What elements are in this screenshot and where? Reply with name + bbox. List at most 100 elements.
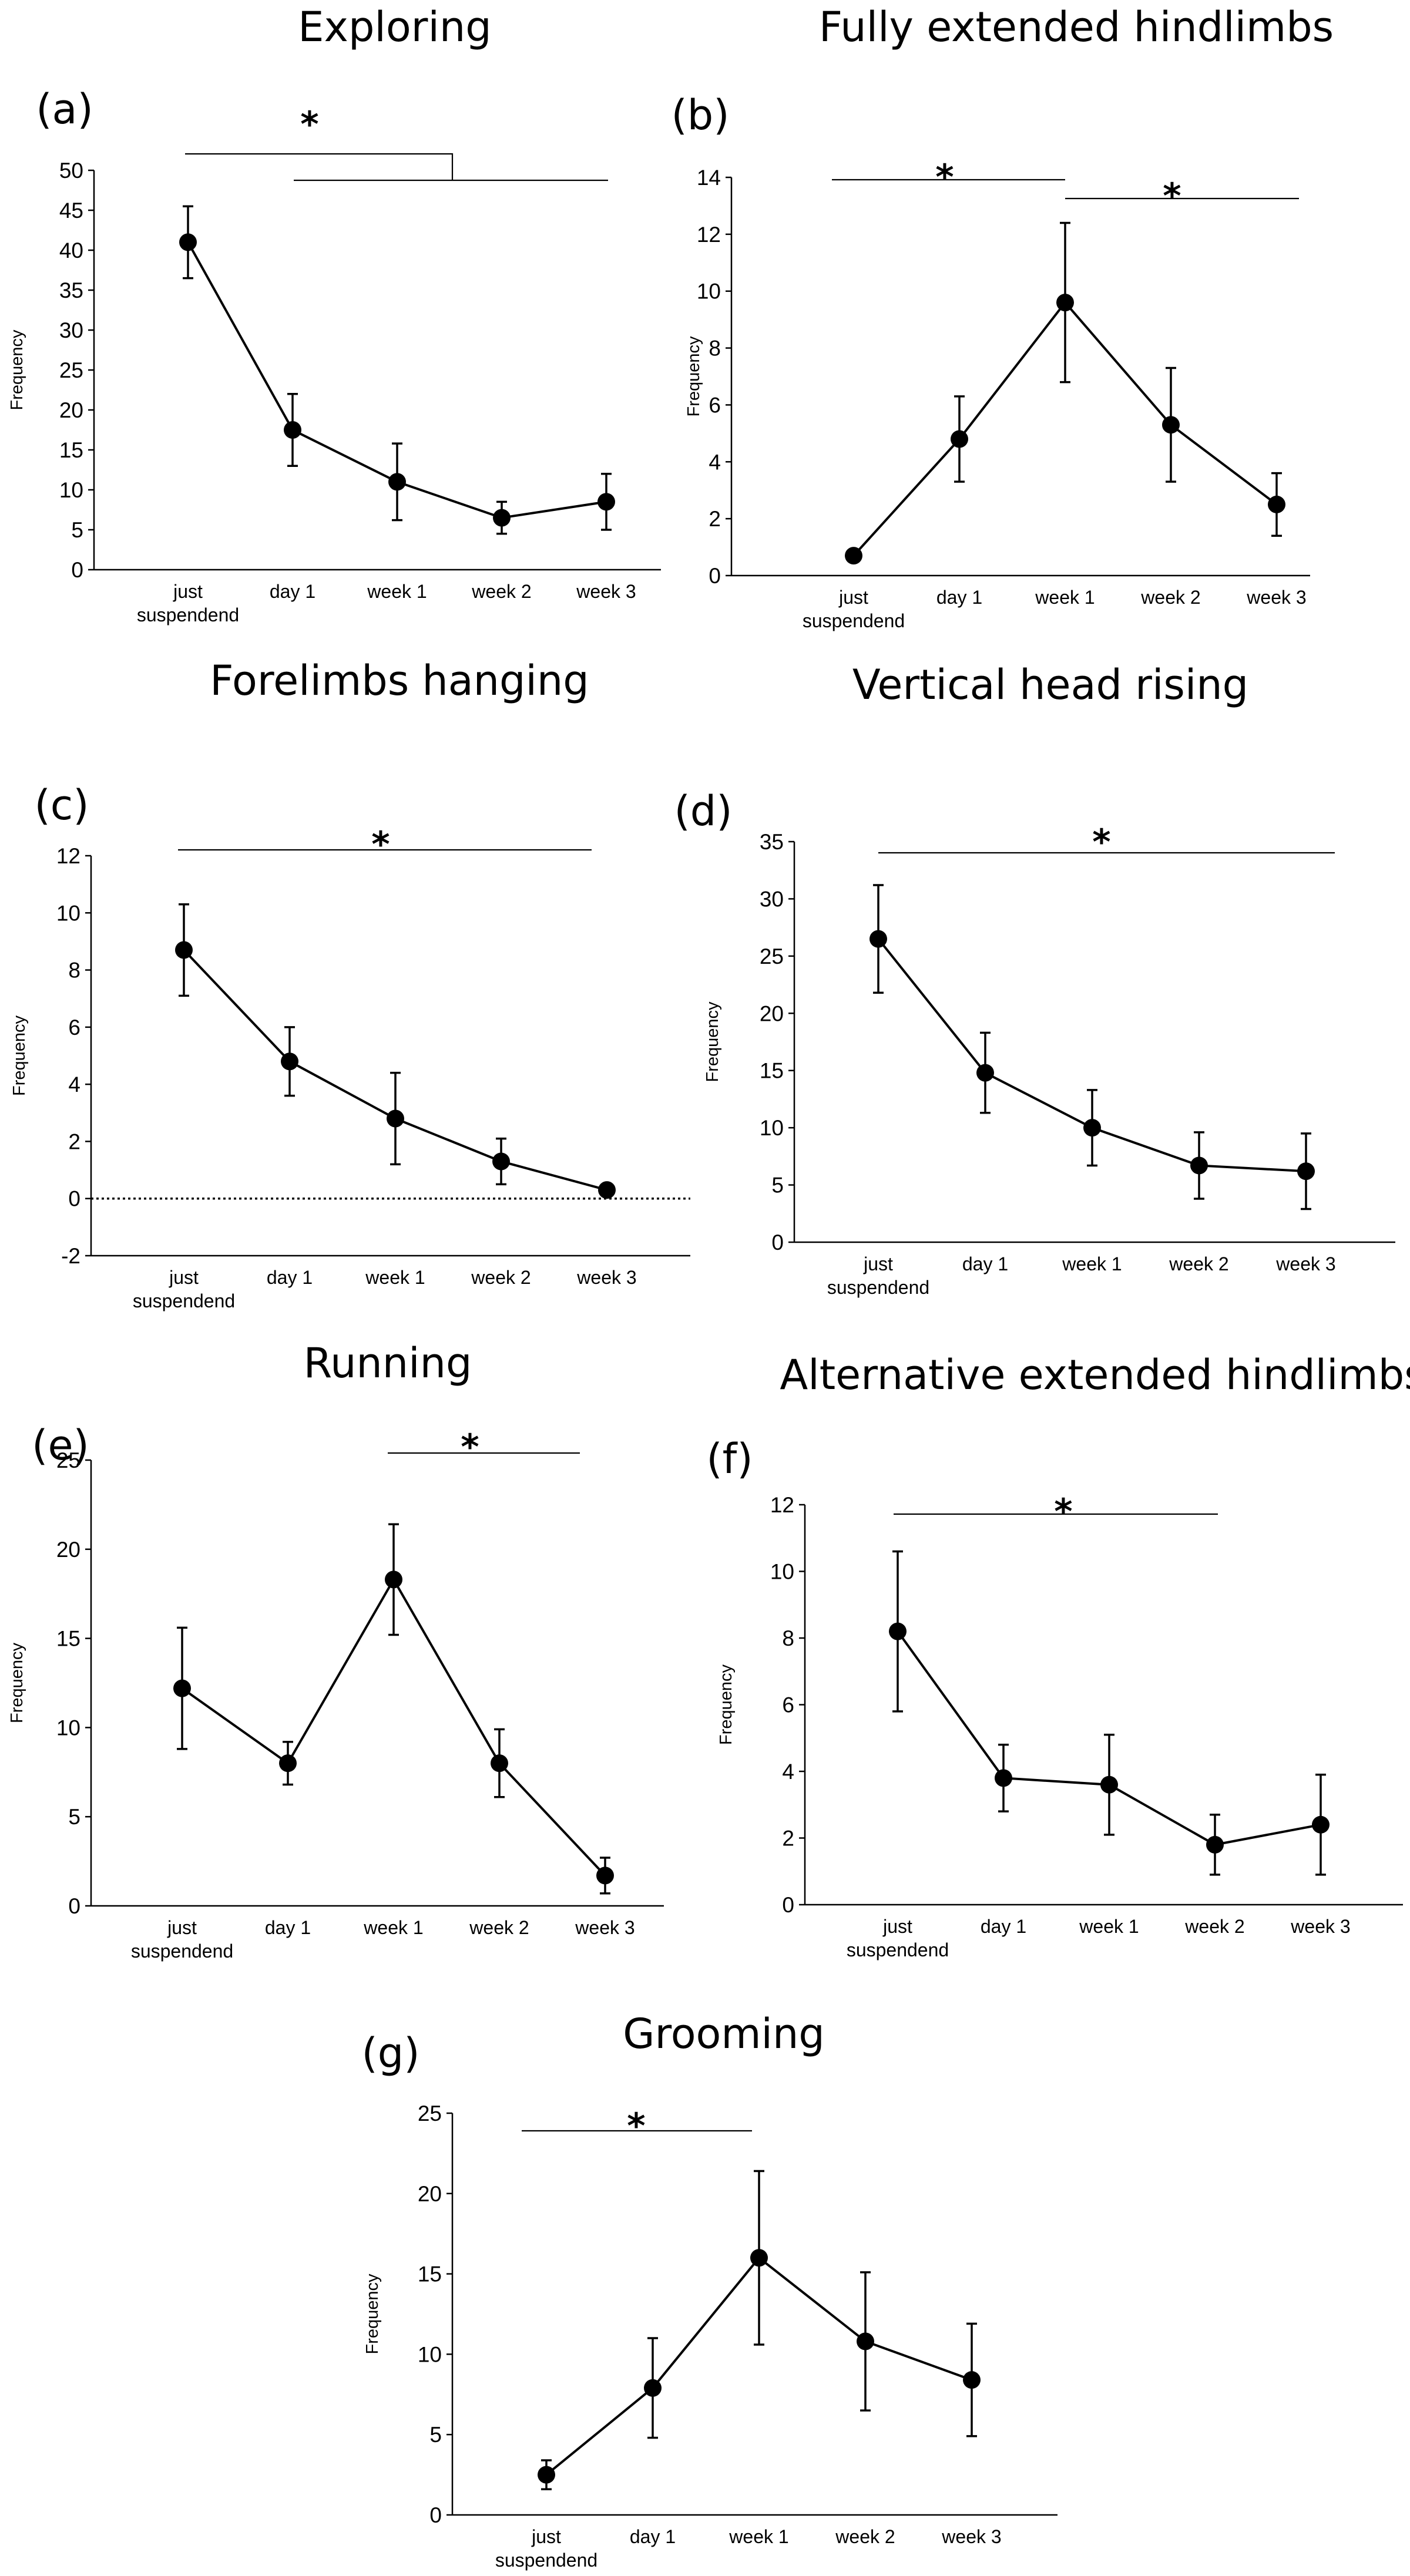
x-tick-label-line: day 1	[267, 1267, 313, 1288]
y-tick-label: 4	[782, 1760, 794, 1784]
y-tick-label: 2	[782, 1827, 794, 1851]
y-tick-label: 40	[59, 238, 83, 263]
y-tick-label: 30	[760, 887, 784, 911]
x-tick-label-line: day 1	[630, 2526, 676, 2547]
significance-star: *	[627, 2106, 645, 2147]
x-tick-label-line: week 3	[1275, 1253, 1335, 1274]
y-tick-label: 8	[68, 959, 80, 983]
chart-title: Running	[304, 1339, 472, 1387]
x-tick-label: just suspendend	[131, 1917, 233, 1962]
panel-a: Exploring (a) 0 5 10 15 20 25 30 35 40 45 50 just susp…	[8, 3, 661, 625]
y-tick-label: 12	[697, 223, 721, 247]
y-tick-label: 0	[782, 1893, 794, 1917]
x-tick-label: day 1	[962, 1253, 1008, 1274]
panel-b: Fully extended hindlimbs (b) 0 2 4 6 8 10 12 14 ju…	[671, 3, 1334, 631]
y-tick-label: 0	[771, 1230, 784, 1255]
x-tick-label-line: just	[173, 581, 203, 602]
y-tick-label: 5	[68, 1805, 80, 1829]
y-tick-label: 30	[59, 318, 83, 342]
x-tick-label: just suspendend	[847, 1916, 949, 1960]
x-tick-label: just suspendend	[137, 581, 239, 625]
y-tick-label: 6	[782, 1693, 794, 1717]
x-tick-label: week 3	[575, 1917, 634, 1938]
panel-label: (f)	[706, 1435, 753, 1483]
x-tick-label: week 3	[1275, 1253, 1335, 1274]
x-tick-label-line: just	[531, 2526, 561, 2547]
y-tick-label: 25	[59, 358, 83, 382]
x-tick-label: week 3	[1246, 587, 1306, 608]
chart-title: Alternative extended hindlimbs	[780, 1351, 1410, 1399]
x-tick-label-line: week 1	[1079, 1916, 1139, 1937]
x-tick-label-line: week 2	[469, 1917, 529, 1938]
x-tick-label-line: suspendend	[827, 1277, 929, 1298]
x-tick-label-line: suspendend	[803, 610, 905, 631]
significance-star: *	[1163, 176, 1181, 217]
data-point	[1312, 1815, 1330, 1834]
significance-star: *	[1054, 1491, 1072, 1532]
y-axis-label: Frequency	[684, 336, 703, 417]
x-tick-label-line: week 1	[363, 1917, 423, 1938]
y-axis-label: Frequency	[703, 1001, 722, 1082]
panel-e: Running (e) 0 5 10 15 20 25 just suspendend day 1 w…	[8, 1339, 664, 1962]
panel-label: (c)	[34, 781, 89, 829]
y-axis-label: Frequency	[363, 2274, 382, 2355]
data-point	[279, 1754, 297, 1773]
data-point	[870, 930, 887, 948]
x-tick-label: week 2	[835, 2526, 895, 2547]
y-tick-label: 0	[709, 564, 721, 588]
x-tick-label: week 1	[1035, 587, 1095, 608]
y-axis-label: Frequency	[8, 1642, 26, 1723]
data-point	[597, 493, 615, 511]
x-tick-label: day 1	[936, 587, 982, 608]
chart-title: Forelimbs hanging	[210, 657, 589, 705]
data-point	[963, 2371, 981, 2389]
y-tick-label: 10	[770, 1560, 794, 1584]
y-tick-label: 35	[59, 278, 83, 302]
panel-g: Grooming (g) 0 5 10 15 20 25 just suspendend day 1…	[361, 2010, 1058, 2571]
panel-label: (d)	[674, 787, 732, 835]
x-tick-label-line: week 2	[1140, 587, 1200, 608]
panel-label: (e)	[32, 1421, 89, 1469]
data-point	[889, 1622, 907, 1640]
x-tick-label-line: just	[863, 1253, 893, 1274]
x-tick-label-line: suspendend	[847, 1939, 949, 1960]
x-tick-label-line: week 1	[365, 1267, 425, 1288]
x-tick-label: just suspendend	[827, 1253, 929, 1298]
y-tick-label: 15	[760, 1059, 784, 1083]
x-tick-label-line: week 2	[835, 2526, 895, 2547]
x-tick-label-line: week 2	[471, 1267, 531, 1288]
data-point	[857, 2332, 874, 2350]
x-tick-label-line: week 2	[1169, 1253, 1228, 1274]
x-tick-label-line: just	[882, 1916, 912, 1937]
y-tick-label: 45	[59, 199, 83, 223]
x-tick-label-line: week 3	[1246, 587, 1306, 608]
data-point	[951, 430, 968, 448]
x-tick-label-line: week 1	[367, 581, 427, 602]
y-axis-label: Frequency	[10, 1015, 29, 1096]
x-tick-label: week 2	[1169, 1253, 1228, 1274]
x-tick-label-line: suspendend	[137, 604, 239, 625]
x-tick-label-line: week 3	[576, 1267, 636, 1288]
x-tick-label: week 2	[1184, 1916, 1244, 1937]
data-point	[493, 509, 511, 527]
significance-star: *	[461, 1427, 479, 1468]
y-tick-label: 5	[429, 2423, 442, 2447]
data-point	[845, 547, 862, 565]
data-point	[598, 1181, 616, 1199]
y-tick-label: 10	[418, 2342, 442, 2366]
data-point	[1268, 495, 1285, 513]
chart-title: Fully extended hindlimbs	[819, 3, 1334, 51]
data-point	[387, 1109, 404, 1128]
data-point	[388, 473, 406, 491]
y-tick-label: 8	[709, 337, 721, 361]
y-tick-label: 10	[56, 1716, 80, 1740]
y-tick-label: 10	[59, 478, 83, 502]
y-tick-label: 0	[68, 1894, 80, 1918]
x-tick-label: just suspendend	[133, 1267, 235, 1311]
data-point	[1297, 1162, 1315, 1181]
y-tick-label: 20	[760, 1001, 784, 1025]
y-tick-label: 0	[429, 2503, 442, 2527]
y-tick-label: 5	[71, 518, 83, 542]
x-tick-label: week 1	[365, 1267, 425, 1288]
data-point	[179, 233, 197, 251]
